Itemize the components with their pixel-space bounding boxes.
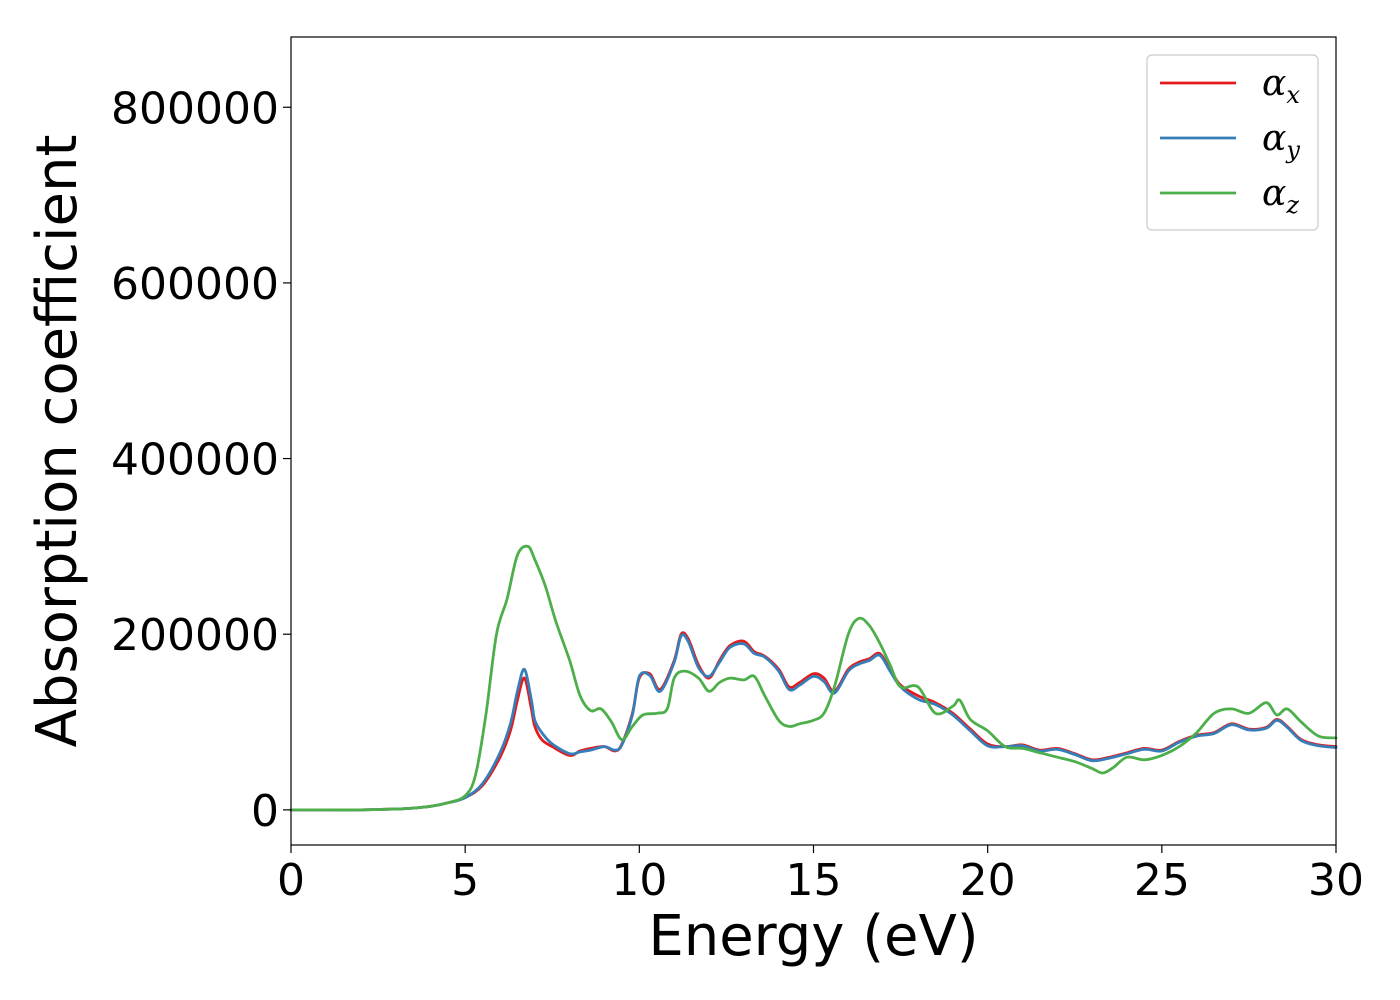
legend-box xyxy=(1146,54,1319,231)
y-tick-label: 400000 xyxy=(111,435,279,486)
x-axis-ticks: 0 5 10 15 20 25 30 xyxy=(277,845,1364,906)
y-axis-label: Absorption coefficient xyxy=(25,135,90,748)
x-tick-label: 15 xyxy=(786,855,842,906)
y-axis-ticks: 0 200000 400000 600000 800000 xyxy=(111,83,291,837)
x-tick-label: 10 xyxy=(611,855,667,906)
y-tick-label: 600000 xyxy=(111,259,279,310)
y-tick-label: 800000 xyxy=(111,83,279,134)
x-axis-label: Energy (eV) xyxy=(648,904,978,969)
y-tick-label: 200000 xyxy=(111,610,279,661)
x-tick-label: 25 xyxy=(1134,855,1190,906)
x-tick-label: 5 xyxy=(451,855,479,906)
series-line-y xyxy=(289,633,1338,812)
x-tick-label: 0 xyxy=(277,855,305,906)
x-tick-label: 30 xyxy=(1308,855,1364,906)
series-line-z xyxy=(289,544,1338,812)
y-tick-label: 0 xyxy=(251,786,279,837)
series-layer xyxy=(289,544,1338,812)
x-tick-label: 20 xyxy=(960,855,1016,906)
